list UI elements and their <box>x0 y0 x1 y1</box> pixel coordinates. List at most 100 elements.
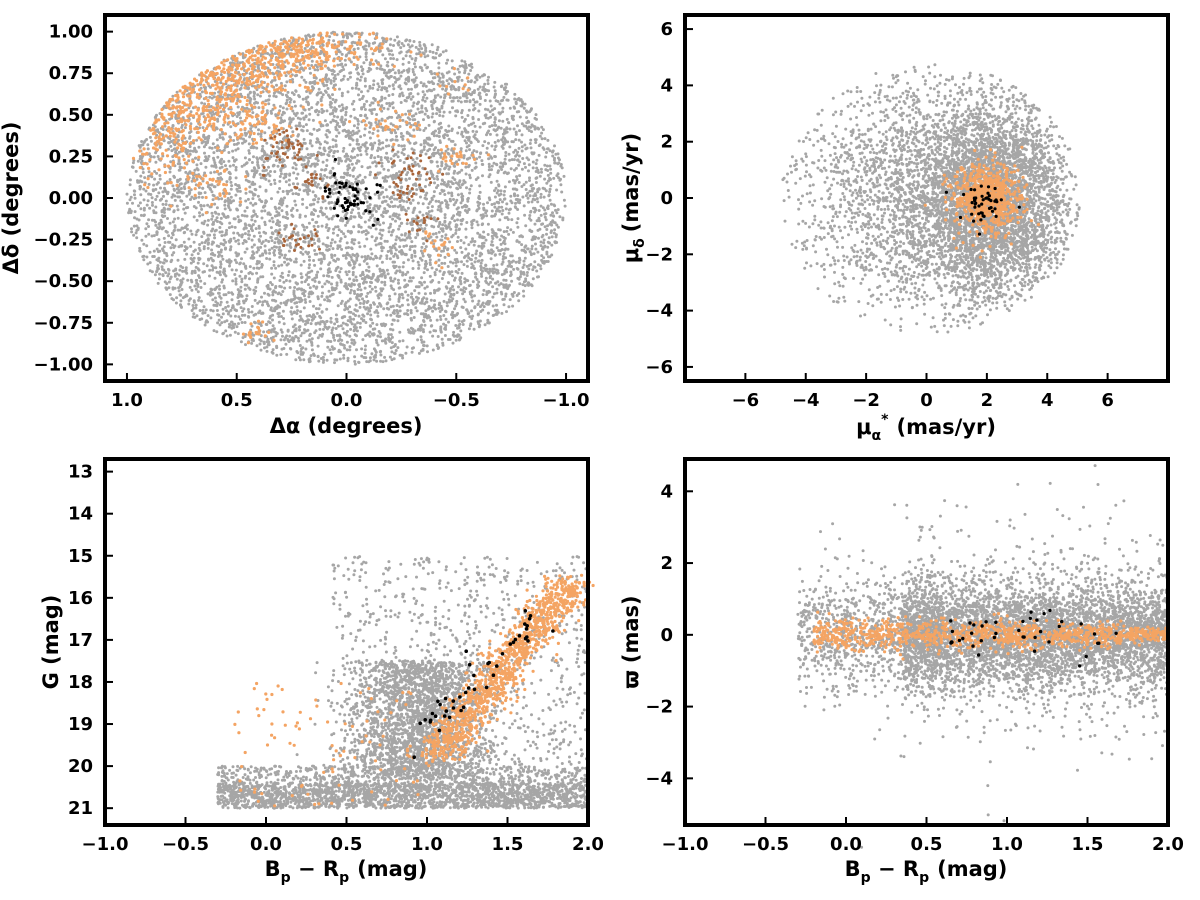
p0-field-point <box>178 289 181 292</box>
p0-field-point <box>322 93 325 96</box>
p0-field-point <box>349 143 352 146</box>
p0-field-point <box>423 287 426 290</box>
p0-field-point <box>409 248 412 251</box>
p0-field-point <box>419 196 422 199</box>
p0-field-point <box>229 315 232 318</box>
p0-field-point <box>251 239 254 242</box>
p0-field-point <box>447 265 450 268</box>
p0-field-point <box>523 214 526 217</box>
p0-field-point <box>444 213 447 216</box>
p0-field-point <box>320 206 323 209</box>
p0-field-point <box>424 113 427 116</box>
p0-field-point <box>457 236 460 239</box>
p0-field-point <box>384 156 387 159</box>
p0-field-point <box>343 75 346 78</box>
p0-field-point <box>518 201 521 204</box>
p0-field-point <box>473 81 476 84</box>
p0-field-point <box>450 313 453 316</box>
p0-field-point <box>283 287 286 290</box>
p0-field-point <box>284 84 287 87</box>
p0-field-point <box>278 161 281 164</box>
p0-field-point <box>326 109 329 112</box>
p0-field-point <box>423 302 426 305</box>
p0-field-point <box>347 262 350 265</box>
p0-field-point <box>273 179 276 182</box>
p0-field-point <box>265 257 268 260</box>
p0-field-point <box>517 158 520 161</box>
p0-field-point <box>216 321 219 324</box>
p0-field-point <box>428 148 431 151</box>
p0-field-point <box>469 176 472 179</box>
p0-field-point <box>308 118 311 121</box>
p0-field-point <box>386 61 389 64</box>
p0-field-point <box>325 207 328 210</box>
p0-field-point <box>494 141 497 144</box>
p0-field-point <box>230 196 233 199</box>
p0-field-point <box>348 305 351 308</box>
p0-field-point <box>195 288 198 291</box>
p0-field-point <box>468 327 471 330</box>
p0-field-point <box>445 318 448 321</box>
p0-field-point <box>353 242 356 245</box>
p0-field-point <box>193 257 196 260</box>
p0-field-point <box>505 83 508 86</box>
p0-field-point <box>498 253 501 256</box>
p0-field-point <box>339 219 342 222</box>
p0-field-point <box>324 168 327 171</box>
p0-field-point <box>257 164 260 167</box>
p0-field-point <box>471 222 474 225</box>
p0-field-point <box>301 276 304 279</box>
p0-field-point <box>419 224 422 227</box>
p0-field-point <box>216 149 219 152</box>
p0-field-point <box>351 208 354 211</box>
p0-field-point <box>402 261 405 264</box>
p0-field-point <box>201 187 204 190</box>
p0-field-point <box>331 167 334 170</box>
p0-field-point <box>511 305 514 308</box>
p0-field-point <box>220 242 223 245</box>
p0-field-point <box>199 309 202 312</box>
p0-field-point <box>316 295 319 298</box>
p0-field-point <box>509 107 512 110</box>
p0-field-point <box>149 251 152 254</box>
p0-field-point <box>521 133 524 136</box>
p0-field-point <box>477 281 480 284</box>
p0-field-point <box>271 239 274 242</box>
p0-field-point <box>203 305 206 308</box>
p0-field-point <box>140 140 143 143</box>
p0-field-point <box>312 317 315 320</box>
p0-field-point <box>135 170 138 173</box>
p0-field-point <box>456 218 459 221</box>
p0-field-point <box>338 131 341 134</box>
p0-field-point <box>473 244 476 247</box>
p0-field-point <box>218 288 221 291</box>
p0-field-point <box>370 252 373 255</box>
p0-field-point <box>163 258 166 261</box>
p0-field-point <box>413 40 416 43</box>
p0-field-point <box>248 186 251 189</box>
p0-field-point <box>268 258 271 261</box>
p0-field-point <box>308 108 311 111</box>
p0-field-point <box>430 325 433 328</box>
p0-field-point <box>354 314 357 317</box>
p0-field-point <box>439 53 442 56</box>
p0-field-point <box>335 187 338 190</box>
p0-field-point <box>375 351 378 354</box>
p0-field-point <box>389 197 392 200</box>
p0-field-point <box>445 227 448 230</box>
p0-field-point <box>431 205 434 208</box>
p0-field-point <box>201 90 204 93</box>
p0-field-point <box>139 207 142 210</box>
p0-field-point <box>153 219 156 222</box>
p0-field-point <box>263 209 266 212</box>
p0-field-point <box>132 161 135 164</box>
p0-field-point <box>531 268 534 271</box>
p0-field-point <box>422 255 425 258</box>
p0-field-point <box>292 171 295 174</box>
p0-field-point <box>345 179 348 182</box>
p0-field-point <box>197 146 200 149</box>
p0-field-point <box>130 227 133 230</box>
p0-field-point <box>509 195 512 198</box>
p0-field-point <box>512 151 515 154</box>
p0-field-point <box>353 355 356 358</box>
